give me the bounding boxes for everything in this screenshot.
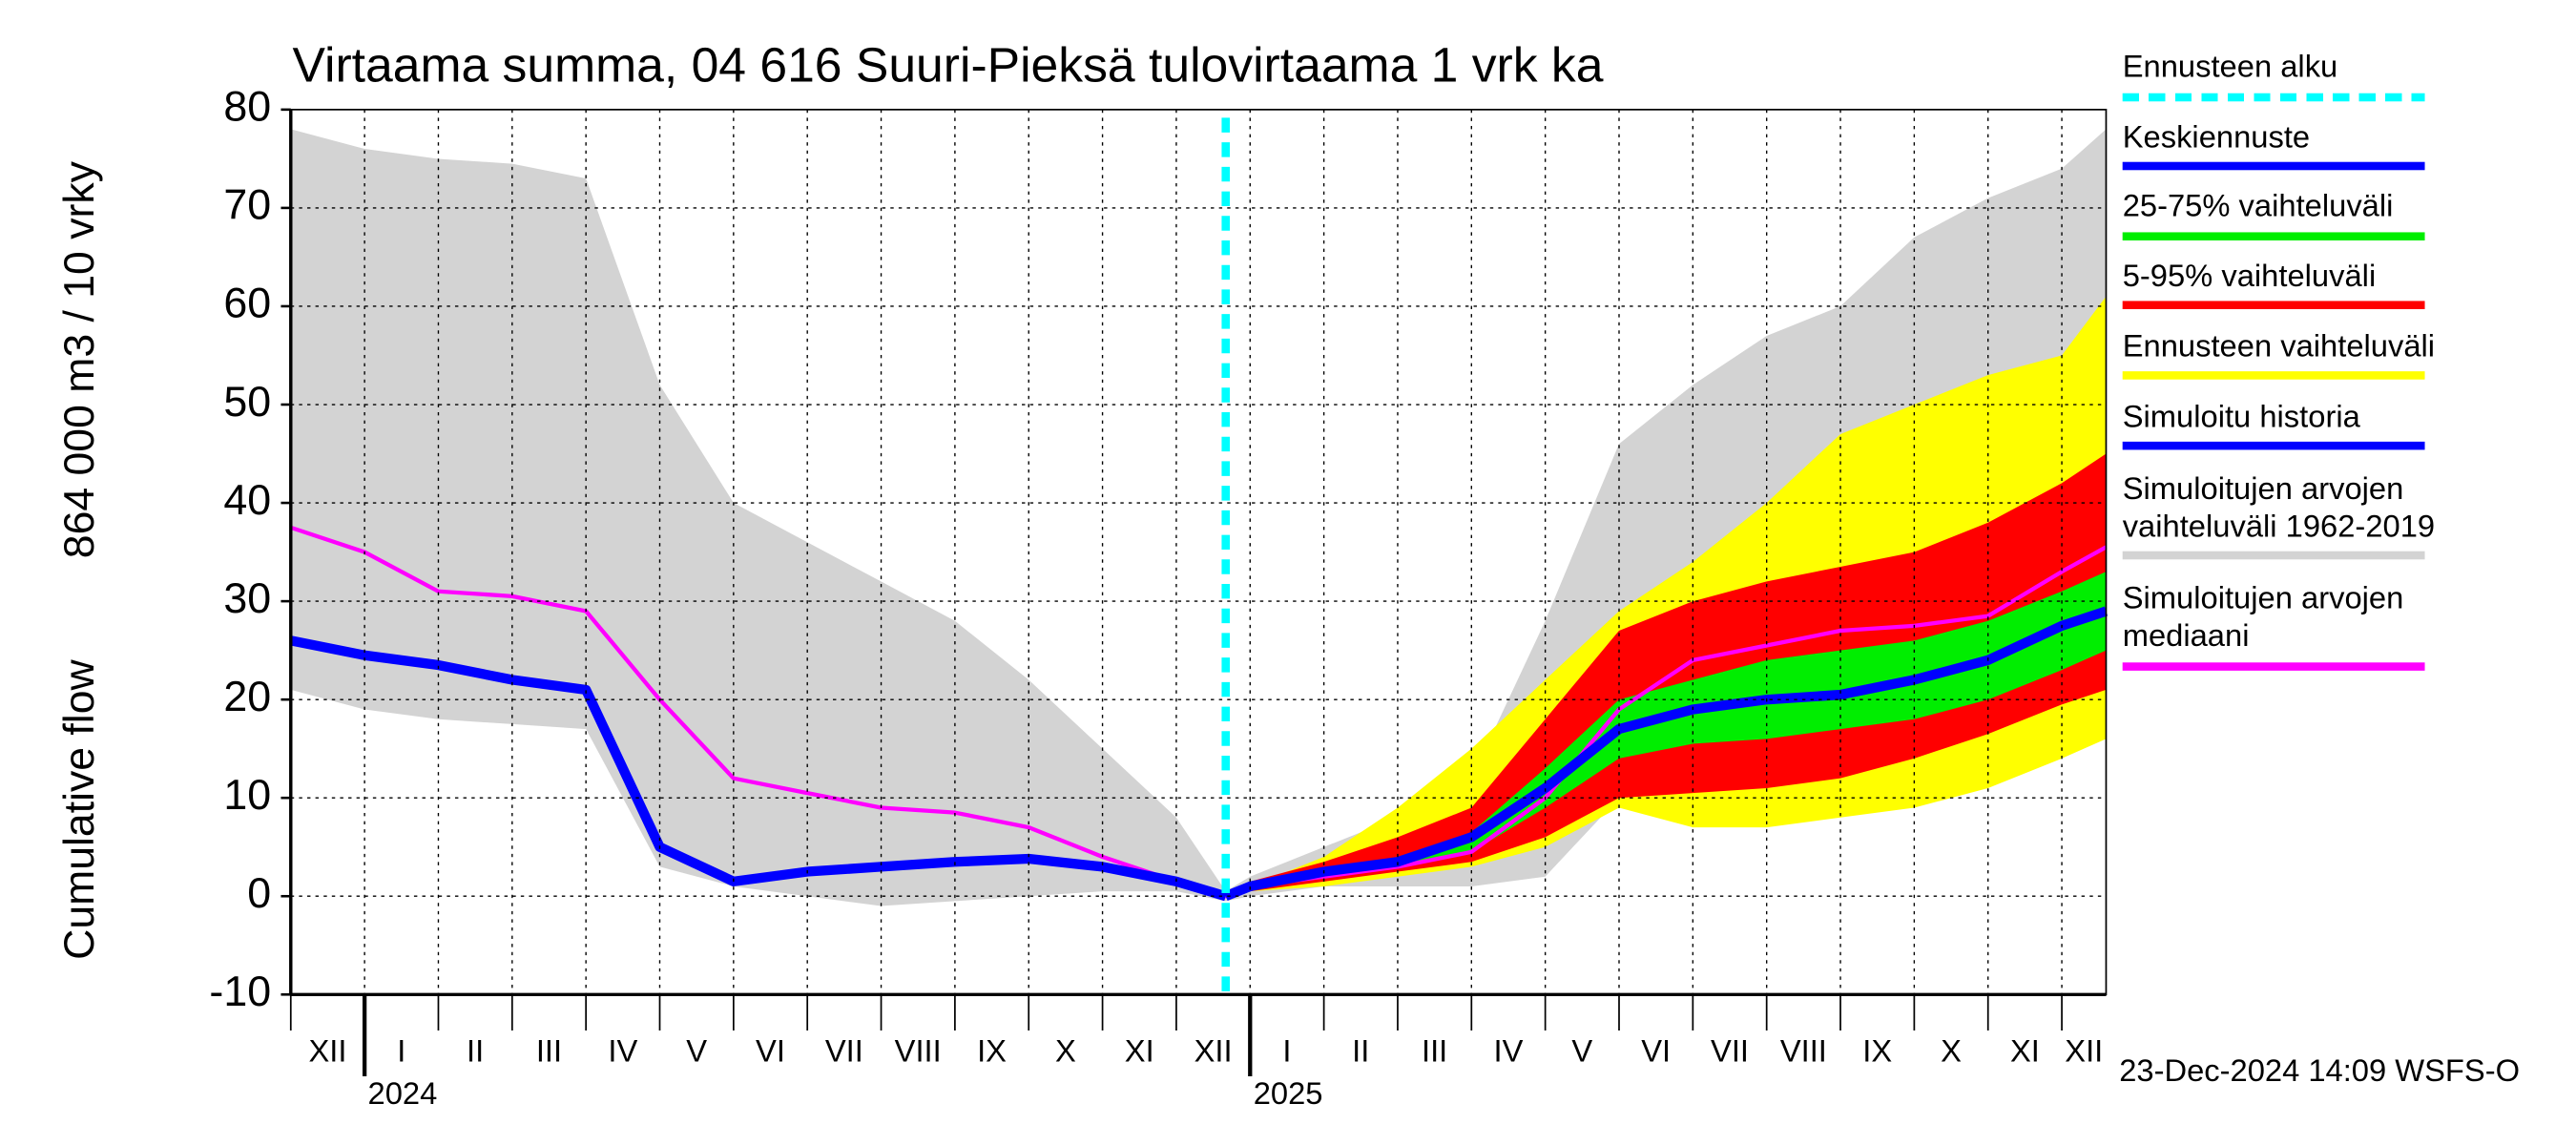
- legend-swatch: [2122, 551, 2425, 560]
- x-tick-label: XII: [308, 1033, 346, 1069]
- x-tick-label: VIII: [895, 1033, 942, 1069]
- x-tick-label: V: [1571, 1033, 1592, 1069]
- band: [1225, 453, 2107, 897]
- legend-label: Simuloitu historia: [2122, 401, 2360, 436]
- legend-swatch: [2122, 301, 2425, 310]
- x-tick-label: VIII: [1780, 1033, 1827, 1069]
- y-tick-label: 30: [223, 575, 271, 622]
- legend-label: Ennusteen alku: [2122, 51, 2338, 86]
- x-tick-label: VII: [1711, 1033, 1749, 1069]
- legend-swatch: [2122, 93, 2425, 102]
- y-tick-label: 80: [223, 84, 271, 131]
- y-tick-label: 10: [223, 772, 271, 819]
- x-tick-label: IX: [977, 1033, 1007, 1069]
- legend-label: Ennusteen vaihteluväli: [2122, 330, 2436, 365]
- x-tick-label: VII: [825, 1033, 863, 1069]
- legend-swatch: [2122, 662, 2425, 671]
- legend-label: Simuloitujen arvojen vaihteluväli 1962-2…: [2122, 472, 2436, 545]
- legend-label: 25-75% vaihteluväli: [2122, 189, 2394, 224]
- data-layer: [289, 129, 2109, 906]
- line: [289, 635, 1228, 902]
- y-axis-label: 864 000 m3 / 10 vrky: [56, 160, 103, 558]
- y-tick-label: 0: [247, 870, 271, 917]
- x-tick-label: XII: [1195, 1033, 1233, 1069]
- legend-label: Keskiennuste: [2122, 120, 2311, 156]
- x-tick-label: VI: [1641, 1033, 1671, 1069]
- year-label: 2024: [368, 1075, 438, 1111]
- footer: 23-Dec-2024 14:09 WSFS-O: [2119, 1052, 2520, 1088]
- x-tick-label: XII: [2065, 1033, 2103, 1069]
- legend-swatch: [2122, 232, 2425, 241]
- x-tick-label: X: [1941, 1033, 1962, 1069]
- legend-label: Simuloitujen arvojen mediaani: [2122, 582, 2404, 655]
- year-label: 2025: [1254, 1075, 1323, 1111]
- chart-title: Virtaama summa, 04 616 Suuri-Pieksä tulo…: [292, 37, 1603, 93]
- y-tick-label: 50: [223, 379, 271, 426]
- x-tick-label: III: [536, 1033, 562, 1069]
- x-tick-label: I: [1282, 1033, 1291, 1069]
- y-tick-label: 20: [223, 674, 271, 720]
- x-tick-label: XI: [1125, 1033, 1154, 1069]
- x-tick-label: XI: [2010, 1033, 2040, 1069]
- legend-swatch: [2122, 371, 2425, 380]
- line: [1223, 606, 2109, 902]
- y-tick-label: -10: [209, 968, 271, 1015]
- x-tick-label: IX: [1862, 1033, 1892, 1069]
- x-tick-label: IV: [1494, 1033, 1524, 1069]
- y-axis-label: Cumulative flow: [56, 659, 103, 960]
- legend-swatch: [2122, 441, 2425, 450]
- y-tick-label: 40: [223, 477, 271, 524]
- x-tick-label: X: [1055, 1033, 1076, 1069]
- x-tick-label: II: [1352, 1033, 1369, 1069]
- x-tick-label: I: [397, 1033, 405, 1069]
- y-tick-label: 60: [223, 281, 271, 327]
- x-tick-label: V: [686, 1033, 707, 1069]
- legend-swatch: [2122, 161, 2425, 171]
- x-tick-label: II: [467, 1033, 484, 1069]
- legend-label: 5-95% vaihteluväli: [2122, 260, 2377, 295]
- x-tick-label: VI: [756, 1033, 785, 1069]
- x-tick-label: III: [1422, 1033, 1447, 1069]
- x-tick-label: IV: [608, 1033, 637, 1069]
- y-tick-label: 70: [223, 182, 271, 229]
- band: [1225, 572, 2107, 897]
